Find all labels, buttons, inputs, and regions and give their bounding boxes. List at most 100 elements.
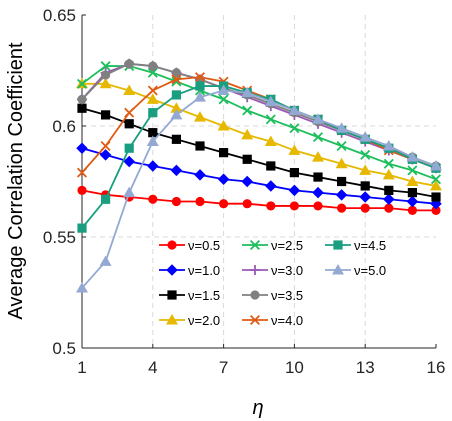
data-point — [383, 158, 394, 169]
data-point — [147, 160, 159, 172]
data-point — [77, 103, 87, 113]
data-point — [170, 102, 183, 113]
data-point — [170, 164, 183, 177]
series-line — [81, 85, 437, 229]
legend: ν=0.5 ν=1.0 ν=1.5 ν=2.0 ν=2.5 ν=3.0 ν=3.5 ν=4.0… — [159, 238, 386, 328]
data-point — [264, 135, 277, 147]
data-point — [171, 74, 182, 85]
data-point — [288, 184, 301, 197]
data-point — [312, 113, 324, 124]
data-point — [194, 72, 206, 83]
data-point — [431, 192, 441, 202]
data-point — [384, 203, 394, 213]
data-point — [241, 86, 254, 98]
data-point — [383, 193, 395, 206]
data-point — [194, 91, 206, 102]
data-point — [99, 77, 112, 89]
legend-label: ν=3.0 — [271, 263, 303, 278]
series-4 — [76, 77, 442, 191]
y-tick-label: 0.5 — [52, 339, 76, 358]
data-point — [194, 169, 206, 181]
data-point — [360, 203, 370, 213]
data-point — [241, 128, 254, 140]
data-point — [265, 180, 277, 192]
legend-label: ν=3.5 — [271, 288, 303, 303]
data-point — [77, 185, 87, 195]
data-point — [148, 128, 158, 138]
series-line — [81, 147, 437, 205]
data-point — [336, 140, 347, 151]
x-tick-label: 10 — [285, 358, 304, 377]
legend-label: ν=0.5 — [188, 238, 220, 253]
data-point — [312, 186, 324, 199]
data-point — [359, 131, 372, 142]
data-point — [337, 203, 347, 213]
y-tick-label: 0.6 — [52, 117, 76, 136]
data-point — [406, 175, 419, 186]
data-point — [76, 78, 88, 89]
data-point — [100, 140, 111, 151]
legend-item: ν=3.0 — [242, 263, 303, 278]
data-point — [171, 134, 181, 144]
data-point — [218, 94, 229, 105]
data-point — [217, 84, 230, 95]
data-point — [241, 175, 253, 188]
legend-label: ν=1.0 — [188, 263, 220, 278]
y-tick-label: 0.65 — [43, 6, 76, 25]
data-point — [100, 61, 111, 72]
data-point — [76, 282, 88, 293]
x-tick-label: 1 — [77, 358, 86, 377]
data-point — [407, 188, 417, 198]
legend-marker — [333, 240, 343, 250]
data-point — [146, 93, 159, 104]
legend-label: ν=4.0 — [271, 313, 303, 328]
legend-label: ν=2.5 — [271, 238, 303, 253]
data-point — [430, 159, 442, 171]
data-point — [124, 107, 135, 118]
data-point — [431, 205, 441, 215]
data-point — [123, 186, 136, 198]
data-point — [77, 223, 87, 233]
data-point — [124, 143, 134, 153]
legend-item: ν=0.5 — [159, 238, 220, 253]
data-point — [242, 154, 252, 164]
x-axis-label: η — [252, 397, 263, 419]
legend-item: ν=1.5 — [159, 288, 220, 303]
data-point — [171, 68, 181, 78]
legend-item: ν=1.0 — [159, 263, 220, 278]
y-tick-label: 0.55 — [43, 228, 76, 247]
data-point — [430, 174, 442, 185]
data-point — [148, 194, 158, 204]
data-point — [124, 59, 134, 69]
series-line — [81, 76, 437, 174]
series-line — [82, 82, 437, 187]
data-point — [359, 164, 372, 175]
data-point — [194, 111, 206, 122]
data-point — [242, 105, 253, 116]
data-point — [265, 114, 276, 125]
data-point — [171, 196, 181, 207]
legend-marker — [166, 264, 178, 276]
data-point — [195, 81, 205, 91]
data-point — [195, 196, 205, 207]
data-point — [147, 67, 158, 78]
series-10 — [76, 84, 442, 293]
data-point — [312, 132, 324, 143]
data-point — [289, 168, 299, 178]
data-point — [195, 141, 205, 151]
legend-label: ν=1.5 — [188, 288, 220, 303]
series-line — [81, 189, 436, 212]
data-point — [217, 173, 230, 186]
data-point — [77, 94, 87, 104]
series-2 — [76, 142, 442, 210]
data-point — [360, 181, 370, 191]
data-point — [219, 199, 229, 209]
data-point — [407, 205, 417, 215]
legend-label: ν=5.0 — [354, 263, 386, 278]
data-point — [266, 161, 276, 171]
data-point — [288, 144, 301, 155]
data-point — [217, 120, 230, 131]
x-tick-label: 13 — [356, 358, 375, 377]
data-point — [219, 148, 229, 158]
